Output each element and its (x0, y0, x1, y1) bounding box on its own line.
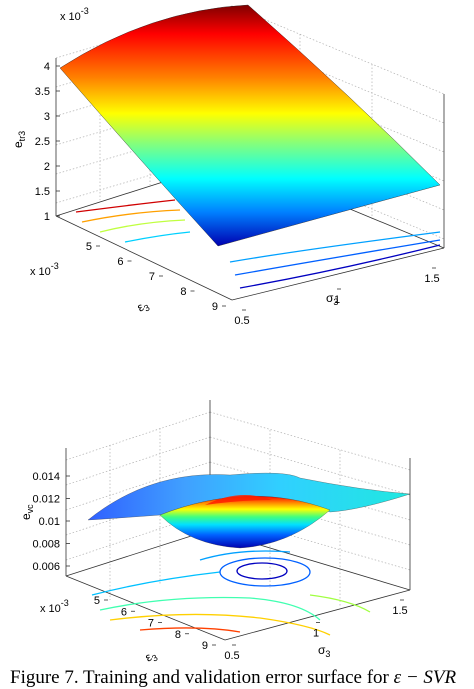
chart-1-surface (59, 4, 441, 247)
chart-1-z-tick-2: 2 (44, 161, 50, 173)
chart-2-x-ticks: 0.5 1 1.5 (224, 599, 408, 662)
chart-2-x-tick-2: 1.5 (392, 605, 407, 617)
chart-1-z-tick-6: 4 (44, 61, 50, 73)
chart-2-floor-contours (91, 550, 371, 636)
chart-1-x-ticks: 0.5 1 1.5 (234, 267, 440, 327)
chart-2-surface-ridge (205, 495, 272, 505)
chart-1-z-ticks: 1 1.5 2 2.5 3 3.5 4 (35, 61, 60, 223)
chart-1-z-tick-1: 1.5 (35, 186, 50, 198)
chart-2-z-ticks: 0.006 0.008 0.01 0.012 0.014 (32, 471, 70, 573)
chart-1-y-tick-2: 7 (149, 271, 155, 283)
chart-2-y-ticks: 9 8 7 6 5 (94, 595, 216, 652)
caption-math: ε − SVR (394, 667, 457, 688)
chart-1-x-tick-1: 1 (334, 294, 340, 306)
chart-2: 0.006 0.008 0.01 0.012 0.014 evc 9 8 7 6 5 x 10-… (19, 400, 411, 666)
chart-1-z-tick-0: 1 (44, 211, 50, 223)
chart-2-y-exponent: x 10-3 (40, 598, 69, 615)
chart-2-z-tick-0: 0.006 (32, 561, 60, 573)
chart-2-y-label: ε3 (143, 647, 160, 666)
caption-text: Figure 7. Training and validation error … (10, 667, 394, 688)
chart-1-y-tick-1: 8 (180, 286, 186, 298)
chart-1-y-tick-4: 5 (86, 241, 92, 253)
chart-1-z-tick-4: 3 (44, 111, 50, 123)
chart-2-x-label: σ3 (318, 643, 330, 659)
chart-2-x-tick-1: 1 (313, 628, 319, 640)
chart-1-z-label: etr3 (11, 131, 27, 148)
chart-2-y-tick-2: 7 (148, 618, 154, 630)
chart-2-z-tick-1: 0.008 (32, 539, 60, 551)
chart-2-y-tick-3: 6 (121, 606, 127, 618)
chart-1: 1 1.5 2 2.5 3 3.5 4 x 10-3 etr3 9 8 7 6 5 x 10-3 ε… (11, 4, 445, 327)
chart-2-z-tick-2: 0.01 (39, 516, 60, 528)
chart-1-y-tick-3: 6 (117, 256, 123, 268)
chart-1-z-tick-5: 3.5 (35, 86, 50, 98)
chart-2-y-tick-1: 8 (175, 629, 181, 641)
chart-2-z-tick-4: 0.014 (32, 471, 60, 483)
chart-2-z-label: evc (19, 504, 35, 520)
chart-2-y-tick-0: 9 (202, 640, 208, 652)
figure-caption: Figure 7. Training and validation error … (10, 667, 457, 688)
chart-2-x-tick-0: 0.5 (224, 650, 239, 662)
chart-2-z-tick-3: 0.012 (32, 494, 60, 506)
chart-2-y-tick-4: 5 (94, 595, 100, 607)
chart-1-z-tick-3: 2.5 (35, 136, 50, 148)
chart-1-z-exponent: x 10-3 (60, 6, 89, 23)
chart-1-y-ticks: 9 8 7 6 5 (86, 241, 226, 313)
chart-1-x-tick-0: 0.5 (234, 315, 249, 327)
chart-1-y-tick-0: 9 (212, 301, 218, 313)
chart-1-floor-contours (75, 199, 441, 289)
chart-1-y-label: ε3 (135, 297, 152, 316)
chart-1-y-exponent: x 10-3 (30, 261, 59, 278)
chart-1-x-tick-2: 1.5 (424, 273, 439, 285)
